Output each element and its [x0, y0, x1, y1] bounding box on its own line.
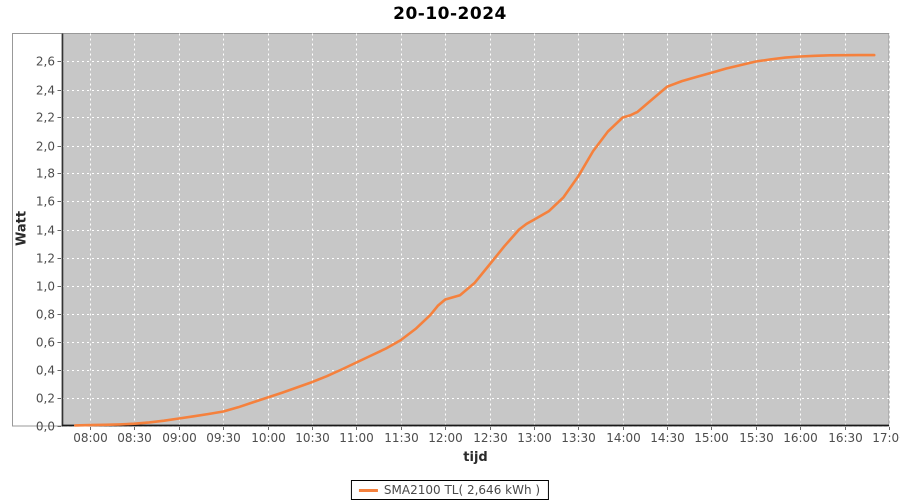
- x-tick-label: 15:00: [694, 431, 729, 445]
- x-tick-label: 16:00: [783, 431, 818, 445]
- x-tick-label: 15:30: [739, 431, 774, 445]
- x-tick-label: 14:30: [650, 431, 685, 445]
- series-line: [74, 53, 876, 427]
- x-tick-label: 17:00: [872, 431, 900, 445]
- chart-canvas: 08:00 08:30 09:00 09:30 10:00 10:30 11:00 11:30…: [12, 33, 900, 445]
- x-tick-label: 09:00: [162, 431, 197, 445]
- x-tick-label: 11:00: [339, 431, 374, 445]
- x-axis-title: tijd: [463, 450, 488, 465]
- y-tick-label: 0,6: [36, 336, 55, 350]
- x-tick-label: 13:00: [517, 431, 552, 445]
- y-tick-label: 1,2: [36, 252, 55, 266]
- plot-area-background: [61, 33, 890, 426]
- y-tick-label: 0,0: [36, 420, 55, 434]
- x-tick-label: 10:00: [251, 431, 286, 445]
- y-tick-label: 0,8: [36, 308, 55, 322]
- legend: SMA2100 TL( 2,646 kWh ): [350, 480, 550, 500]
- x-tick-label: 16:30: [828, 431, 863, 445]
- x-tick-label: 08:00: [73, 431, 108, 445]
- y-tick-label: 0,4: [36, 364, 55, 378]
- x-tick-label: 14:00: [606, 431, 641, 445]
- y-tick-label: 1,0: [36, 280, 55, 294]
- x-tick-label: 08:30: [117, 431, 152, 445]
- y-tick-label: 2,2: [36, 111, 55, 125]
- x-tick-label: 12:00: [428, 431, 463, 445]
- y-tick-label: 0,2: [36, 392, 55, 406]
- x-tick-label: 11:30: [384, 431, 419, 445]
- x-tick-label: 12:30: [473, 431, 508, 445]
- y-tick-label: 1,4: [36, 224, 55, 238]
- x-tick-label: 13:30: [561, 431, 596, 445]
- y-tick-label: 2,0: [36, 140, 55, 154]
- y-tick-label: 1,8: [36, 167, 55, 181]
- x-tick-label: 09:30: [206, 431, 241, 445]
- y-tick-label: 2,4: [36, 84, 55, 98]
- legend-label: SMA2100 TL( 2,646 kWh ): [383, 483, 541, 497]
- y-tick-label: 1,6: [36, 195, 55, 209]
- legend-line-swatch: [358, 488, 378, 492]
- y-axis-title: Watt: [14, 210, 30, 247]
- chart-title: 20-10-2024: [393, 4, 507, 24]
- x-tick-label: 10:30: [295, 431, 330, 445]
- y-tick-label: 2,6: [36, 55, 55, 69]
